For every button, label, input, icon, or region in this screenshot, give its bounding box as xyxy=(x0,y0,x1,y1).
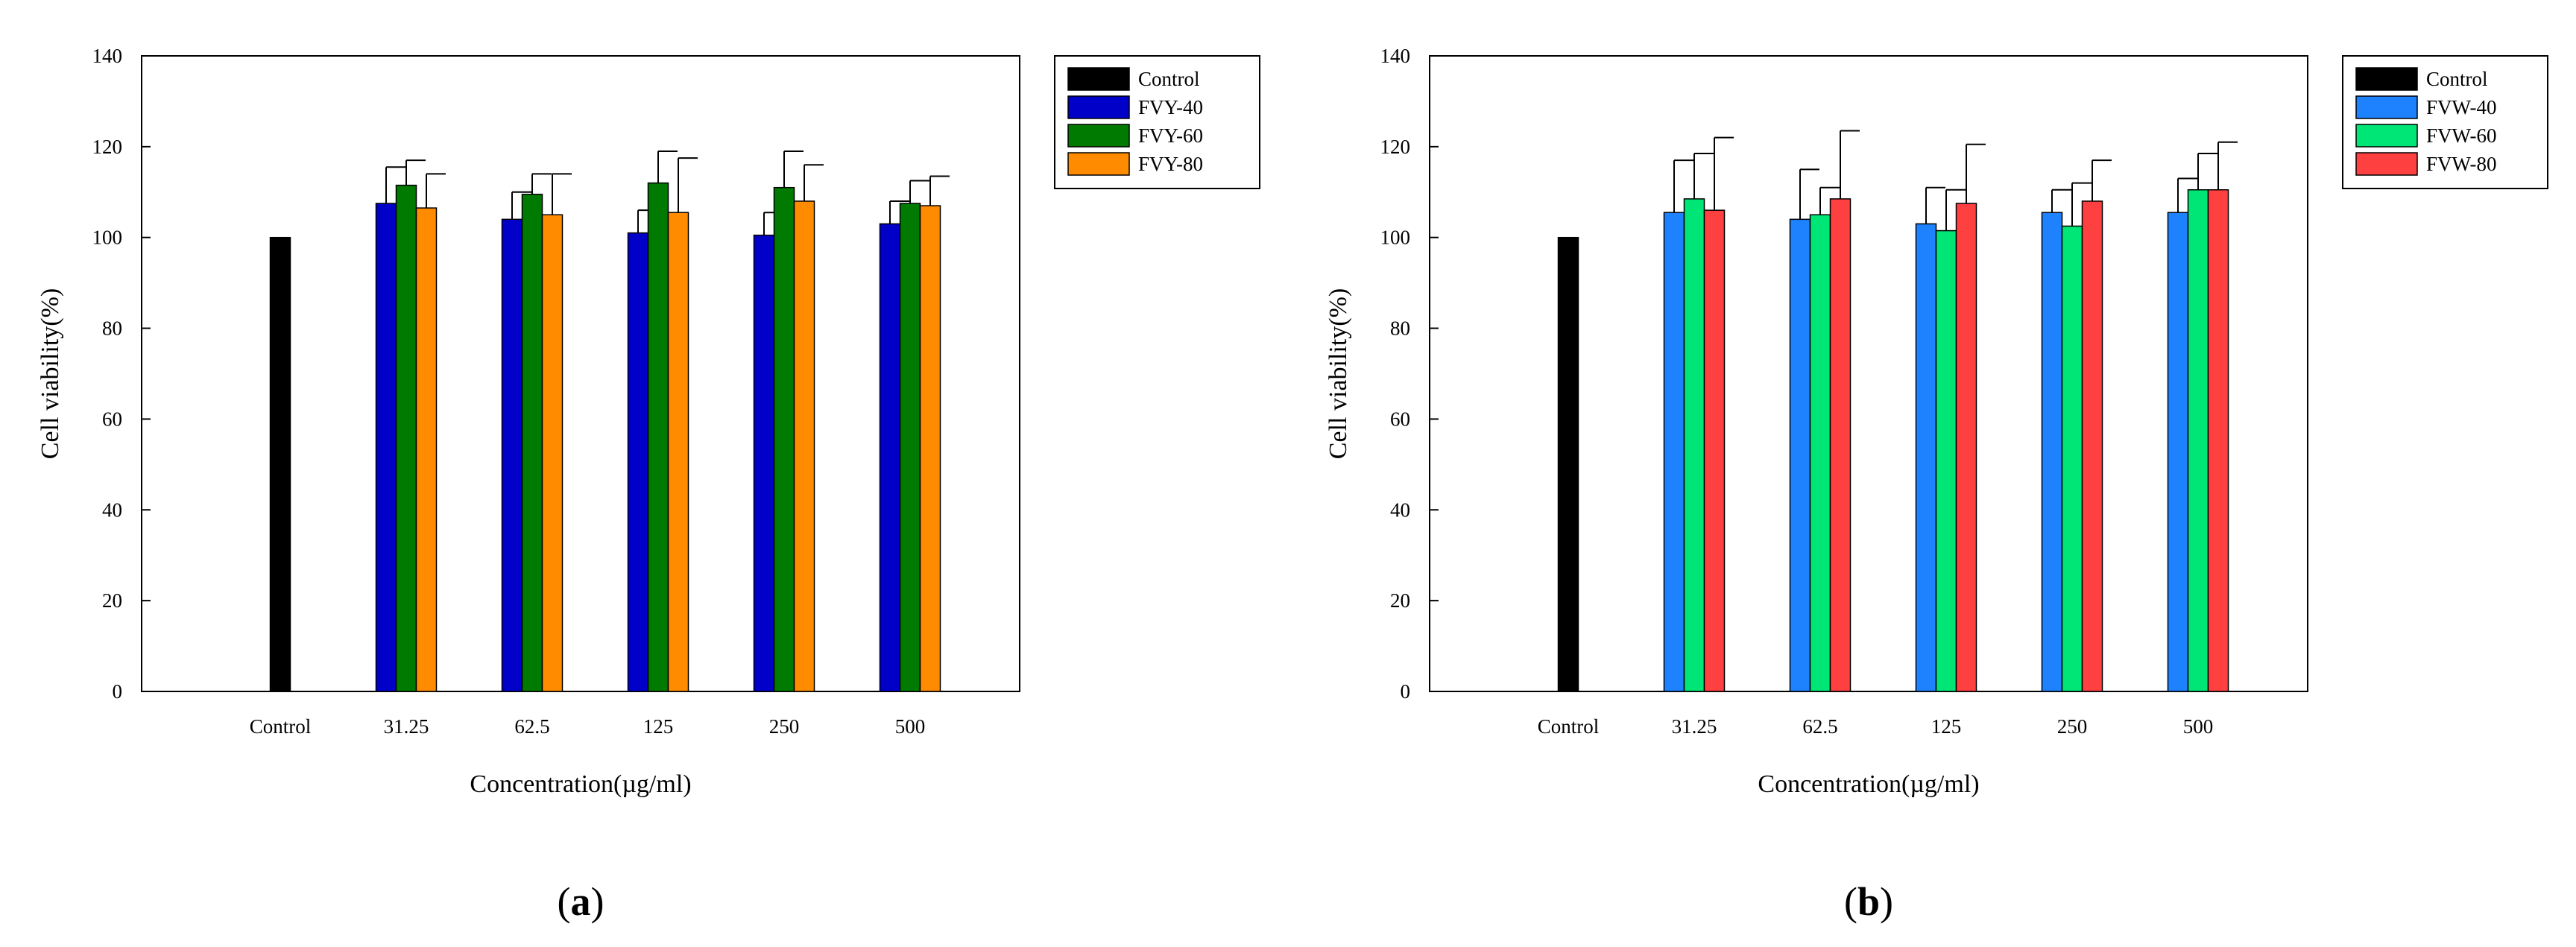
bar-fvy-40-62-5 xyxy=(501,218,523,692)
bar-fvw-80-500 xyxy=(2207,189,2229,692)
bar-chart-svg: 0 20 40 60 80 100 120 140 Control 31.25 62.5 125 250… xyxy=(1325,45,2548,924)
chart-panel-b: 0 20 40 60 80 100 120 140 Control 31.25 62.5 125 250… xyxy=(1288,0,2576,943)
legend-label: Control xyxy=(2426,68,2488,90)
legend-swatch xyxy=(1067,152,1130,176)
bar-fvw-80-31-25 xyxy=(1703,209,1726,692)
bar-control-Control xyxy=(269,236,291,692)
legend-label: FVY-40 xyxy=(1138,96,1203,118)
x-tick-label: 31.25 xyxy=(384,715,429,738)
x-tick-label: 250 xyxy=(2057,715,2088,738)
bar-fvw-80-62-5 xyxy=(1829,198,1852,692)
plot-frame xyxy=(141,55,1020,692)
panel-label: (b) xyxy=(1844,879,1893,924)
bar-fvw-40-62-5 xyxy=(1789,218,1811,692)
bar-fvy-80-31-25 xyxy=(415,207,438,692)
y-tick-label: 140 xyxy=(92,45,123,67)
legend-label: FVW-40 xyxy=(2426,96,2497,118)
y-tick-label: 100 xyxy=(92,227,123,249)
bar-fvy-60-31-25 xyxy=(395,184,417,692)
legend-swatch xyxy=(2355,67,2418,91)
bar-fvy-60-125 xyxy=(647,182,669,692)
y-axis-title: Cell viability(%) xyxy=(1325,288,1352,459)
legend-swatch xyxy=(2355,124,2418,148)
y-tick-label: 100 xyxy=(1380,227,1411,249)
plot-frame xyxy=(1429,55,2308,692)
legend-label: FVW-80 xyxy=(2426,153,2497,175)
bar-fvy-80-62-5 xyxy=(541,214,564,692)
y-tick-label: 40 xyxy=(1390,498,1410,521)
bar-fvy-80-500 xyxy=(919,205,941,692)
bar-fvy-40-125 xyxy=(627,232,649,692)
legend-swatch xyxy=(1067,124,1130,148)
legend-swatch xyxy=(1067,95,1130,119)
y-tick-label: 20 xyxy=(1390,589,1410,612)
legend-swatch xyxy=(1067,67,1130,91)
y-tick-label: 40 xyxy=(102,498,122,521)
bar-fvy-40-250 xyxy=(753,234,775,692)
legend-label: FVW-60 xyxy=(2426,124,2497,147)
x-tick-label: 62.5 xyxy=(1802,715,1837,738)
x-tick-label: 125 xyxy=(643,715,674,738)
panel-label: (a) xyxy=(558,879,604,924)
x-tick-label: 31.25 xyxy=(1672,715,1717,738)
y-tick-label: 80 xyxy=(102,317,122,340)
bar-control-Control xyxy=(1557,236,1579,692)
y-tick-label: 80 xyxy=(1390,317,1410,340)
y-tick-label: 0 xyxy=(113,680,123,703)
bar-fvy-60-500 xyxy=(899,203,921,692)
y-axis-title: Cell viability(%) xyxy=(37,288,64,459)
legend-swatch xyxy=(2355,152,2418,176)
bar-fvw-80-250 xyxy=(2081,200,2103,692)
bar-fvw-60-62-5 xyxy=(1809,214,1831,692)
bar-fvy-60-250 xyxy=(773,186,795,692)
x-axis-title: Concentration(µg/ml) xyxy=(1758,770,1979,798)
bar-fvw-60-250 xyxy=(2061,225,2083,692)
y-tick-label: 0 xyxy=(1401,680,1411,703)
bar-fvy-80-125 xyxy=(667,212,689,692)
x-tick-label: 250 xyxy=(769,715,800,738)
y-tick-label: 20 xyxy=(102,589,122,612)
chart-panel-a: 0 20 40 60 80 100 120 140 Control 31.25 62.5 125 250… xyxy=(0,0,1288,943)
bar-fvw-80-125 xyxy=(1955,203,1977,692)
y-tick-label: 60 xyxy=(1390,408,1410,430)
y-tick-label: 120 xyxy=(92,136,123,158)
bar-fvy-40-31-25 xyxy=(375,203,397,692)
bar-fvw-40-250 xyxy=(2041,212,2063,692)
legend-label: FVY-60 xyxy=(1138,124,1203,147)
x-tick-label: 62.5 xyxy=(514,715,549,738)
bar-fvw-60-125 xyxy=(1935,229,1957,692)
x-tick-label: 500 xyxy=(2183,715,2214,738)
y-tick-label: 60 xyxy=(102,408,122,430)
bar-fvw-40-31-25 xyxy=(1663,212,1685,692)
bar-fvw-60-500 xyxy=(2187,189,2209,692)
x-tick-label: 125 xyxy=(1931,715,1962,738)
bar-fvw-40-125 xyxy=(1915,223,1937,692)
bar-fvw-40-500 xyxy=(2167,212,2189,692)
bar-chart-svg: 0 20 40 60 80 100 120 140 Control 31.25 62.5 125 250… xyxy=(37,45,1260,924)
y-tick-label: 140 xyxy=(1380,45,1411,67)
x-tick-label: Control xyxy=(1538,715,1600,738)
x-tick-label: 500 xyxy=(895,715,926,738)
bar-fvy-60-62-5 xyxy=(521,194,543,692)
bar-fvy-80-250 xyxy=(793,200,815,692)
bar-fvy-40-500 xyxy=(879,223,901,692)
x-axis-title: Concentration(µg/ml) xyxy=(470,770,691,798)
legend-label: Control xyxy=(1138,68,1200,90)
x-tick-label: Control xyxy=(250,715,312,738)
legend-swatch xyxy=(2355,95,2418,119)
bar-fvw-60-31-25 xyxy=(1683,198,1705,692)
y-tick-label: 120 xyxy=(1380,136,1411,158)
legend-label: FVY-80 xyxy=(1138,153,1203,175)
